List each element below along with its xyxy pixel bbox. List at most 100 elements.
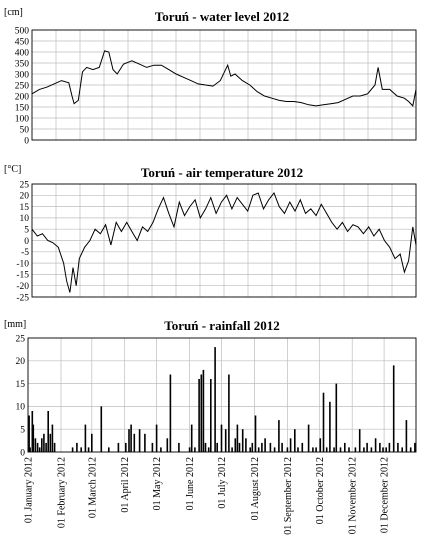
rainfall-bar xyxy=(251,442,254,452)
rainfall-y-tick-label: 0 xyxy=(20,448,25,458)
rainfall-x-tick-label: 01 September 2012 xyxy=(283,457,294,535)
rainfall-bar xyxy=(392,365,395,452)
rainfall-bar xyxy=(273,447,276,452)
rainfall-bar xyxy=(333,447,335,452)
rainfall-bar xyxy=(286,447,289,452)
rainfall-bar xyxy=(151,442,154,452)
rainfall-bar xyxy=(31,411,34,452)
air-temperature-title: Toruń - air temperature 2012 xyxy=(141,165,303,180)
rainfall-bar xyxy=(87,447,90,452)
rainfall-bar xyxy=(322,392,325,452)
water-level-y-tick-label: 250 xyxy=(15,81,30,91)
rainfall-bar xyxy=(28,415,30,452)
rainfall-frame xyxy=(27,337,417,453)
rainfall-bar xyxy=(198,379,200,452)
air-temperature-line xyxy=(31,191,417,293)
rainfall-bar xyxy=(84,424,87,452)
air-temperature-y-tick-label: -25 xyxy=(16,293,29,303)
rainfall-bar xyxy=(36,442,39,452)
rainfall-bar xyxy=(301,442,304,452)
rainfall-bar xyxy=(409,447,412,452)
water-level-y-tick-label: 150 xyxy=(15,103,30,113)
rainfall-bar xyxy=(335,383,338,452)
rainfall-y-tick-label: 10 xyxy=(16,403,26,413)
rainfall-bar xyxy=(130,424,132,452)
water-level-y-tick-label: 100 xyxy=(15,114,30,124)
rainfall-x-tick-label: 01 May 2012 xyxy=(152,457,163,510)
rainfall-bar xyxy=(339,447,342,452)
rainfall-bar xyxy=(261,442,263,452)
rainfall-x-tick-label: 01 October 2012 xyxy=(315,457,326,524)
rainfall-bar xyxy=(405,420,408,452)
rainfall-bar xyxy=(214,347,216,452)
water-level-y-unit: [cm] xyxy=(4,7,23,18)
rainfall-bar xyxy=(354,447,357,452)
rainfall-bar xyxy=(344,442,346,452)
rainfall-bar xyxy=(210,379,212,452)
rainfall-bar xyxy=(47,411,49,452)
rainfall-bar xyxy=(374,438,377,452)
rainfall-bar xyxy=(155,424,158,452)
water-level-y-tick-label: 50 xyxy=(20,125,30,135)
rainfall-bar xyxy=(34,438,37,452)
air-temperature-y-tick-label: 10 xyxy=(20,214,30,224)
water-level-line xyxy=(31,50,417,107)
rainfall-bar xyxy=(220,424,223,452)
rainfall-bar xyxy=(366,442,368,452)
water-level-y-tick-label: 400 xyxy=(15,48,30,58)
rainfall-y-ticks: 0 5 10 15 20 25 xyxy=(16,334,26,458)
water-level-y-tick-label: 450 xyxy=(15,37,30,47)
rainfall-bar xyxy=(216,442,218,452)
air-temperature-y-tick-label: 25 xyxy=(20,180,30,190)
rainfall-bar xyxy=(382,447,384,452)
rainfall-bar xyxy=(254,415,257,452)
rainfall-bar xyxy=(200,374,203,452)
rainfall-x-tick-label: 01 January 2012 xyxy=(24,457,35,523)
rainfall-bar xyxy=(204,442,207,452)
rainfall-bar xyxy=(100,406,103,452)
rainfall-bar xyxy=(188,447,191,452)
rainfall-bar xyxy=(43,433,45,452)
rainfall-bar xyxy=(207,447,210,452)
air-temperature-y-tick-label: -15 xyxy=(16,271,29,281)
rainfall-bar xyxy=(91,433,93,452)
rainfall-bar xyxy=(264,438,266,452)
rainfall-y-tick-label: 5 xyxy=(20,426,25,436)
rainfall-bar xyxy=(71,447,74,452)
rainfall-bar xyxy=(133,433,136,452)
air-temperature-y-tick-label: 20 xyxy=(20,192,30,202)
rainfall-bars xyxy=(28,347,416,452)
rainfall-bar xyxy=(190,424,193,452)
air-temperature-y-tick-label: 0 xyxy=(24,237,29,247)
water-level-title: Toruń - water level 2012 xyxy=(155,9,289,24)
rainfall-bar xyxy=(125,442,127,452)
panel-rainfall: 0 5 10 15 20 25 01 January 2012 01 February 20… xyxy=(4,318,417,535)
rainfall-bar xyxy=(166,438,169,452)
air-temperature-y-unit: [°C] xyxy=(4,164,21,175)
rainfall-bar xyxy=(144,433,146,452)
water-level-y-tick-label: 350 xyxy=(15,59,30,69)
rainfall-bar xyxy=(169,374,172,452)
rainfall-bar xyxy=(117,442,120,452)
rainfall-x-tick-label: 01 August 2012 xyxy=(250,457,261,520)
air-temperature-frame xyxy=(31,183,417,298)
water-level-y-tick-label: 200 xyxy=(15,92,30,102)
rainfall-x-tick-label: 01 December 2012 xyxy=(380,457,391,533)
rainfall-bar xyxy=(80,447,82,452)
rainfall-x-tick-label: 01 July 2012 xyxy=(217,457,228,509)
rainfall-x-tick-label: 01 April 2012 xyxy=(120,457,131,513)
rainfall-bar xyxy=(236,424,239,452)
air-temperature-y-tick-label: -10 xyxy=(16,259,29,269)
rainfall-y-tick-label: 20 xyxy=(16,357,26,367)
rainfall-bar xyxy=(294,429,296,452)
rainfall-bar xyxy=(249,447,251,452)
rainfall-bar xyxy=(128,429,130,452)
rainfall-bar xyxy=(297,447,299,452)
rainfall-bar xyxy=(269,442,272,452)
rainfall-bar xyxy=(281,442,283,452)
rainfall-bar xyxy=(385,447,387,452)
